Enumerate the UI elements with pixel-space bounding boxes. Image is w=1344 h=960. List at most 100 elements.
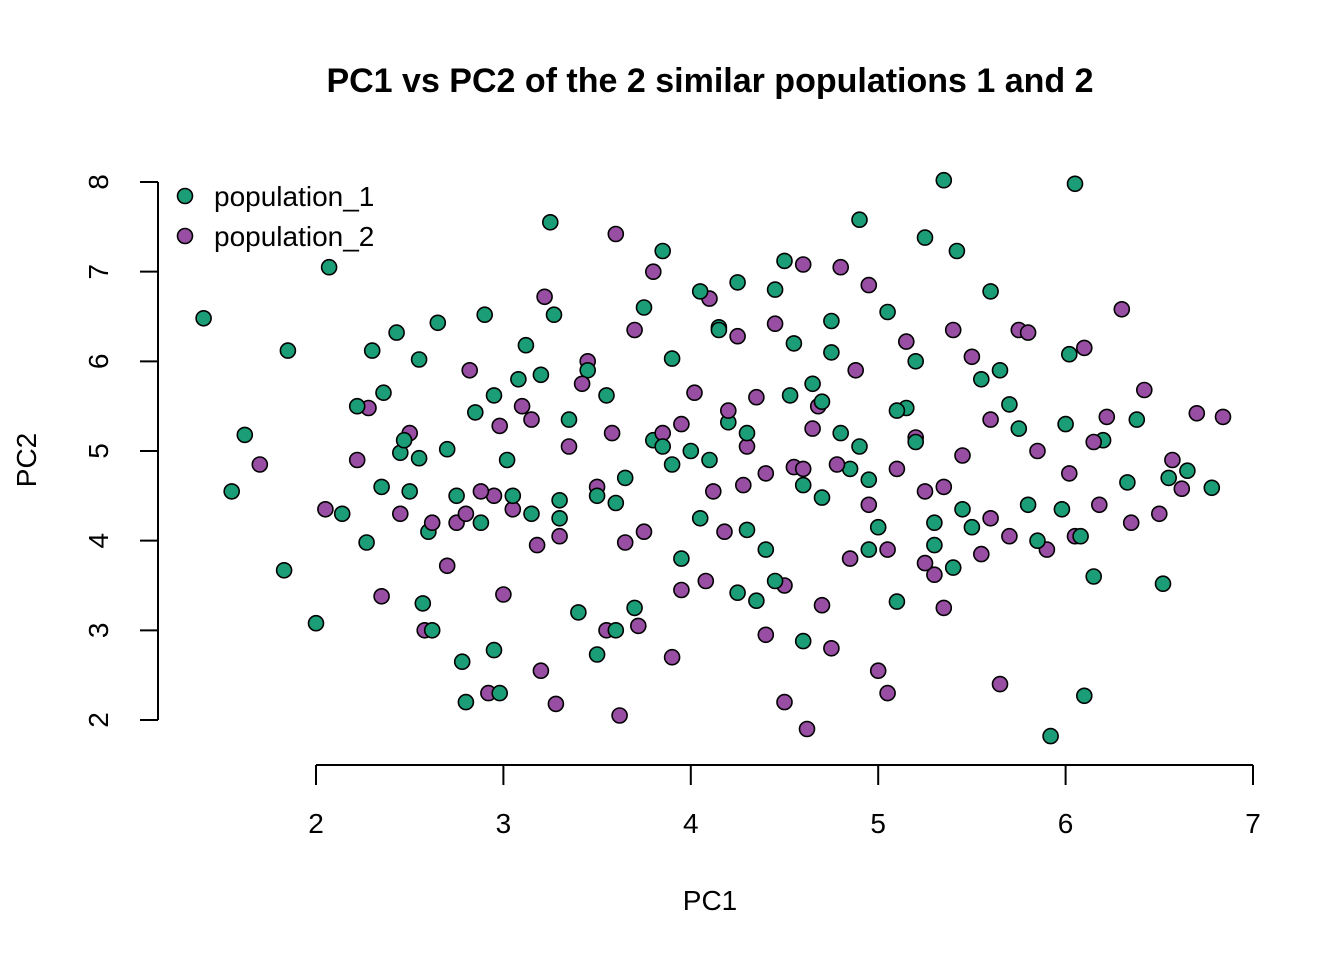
point-population-1 [560,411,578,428]
point-population-1 [607,621,625,639]
point-population-1 [401,483,419,500]
point-population-2 [1113,300,1131,318]
point-population-2 [729,327,746,345]
point-population-2 [1214,408,1232,426]
point-population-1 [926,536,943,554]
point-population-2 [869,662,887,680]
x-tick-label: 7 [1245,808,1261,839]
point-population-2 [1173,480,1191,498]
y-tick-label: 8 [83,174,114,190]
point-population-1 [1042,727,1059,745]
point-population-1 [691,283,709,300]
point-population-2 [532,662,550,680]
point-population-1 [626,599,643,617]
point-population-1 [453,653,471,671]
point-population-1 [654,438,672,455]
point-population-1 [860,541,878,558]
point-population-1 [804,375,821,393]
y-tick-label: 6 [83,354,114,370]
point-population-1 [879,303,896,321]
point-population-2 [879,541,896,558]
point-population-1 [701,451,718,469]
point-population-2 [644,263,662,281]
point-population-2 [1001,527,1018,545]
point-population-2 [560,438,578,455]
point-population-1 [1154,575,1172,593]
point-population-2 [798,720,816,738]
point-population-1 [948,242,966,260]
point-population-2 [251,456,269,473]
point-population-2 [963,348,981,366]
point-population-1 [972,370,990,388]
point-population-1 [375,384,392,402]
point-population-1 [944,559,962,576]
point-population-1 [766,572,784,590]
y-axis: 2 3 4 5 6 7 8 [83,174,159,728]
point-population-1 [236,426,254,444]
point-population-1 [869,518,887,536]
x-tick-label: 4 [683,808,699,839]
x-tick-label: 5 [870,808,886,839]
point-population-2 [897,333,915,350]
point-population-2 [757,626,775,644]
point-population-2 [1076,339,1093,357]
point-population-2 [1029,442,1046,460]
point-population-2 [991,675,1009,693]
point-population-1 [738,521,756,539]
point-population-1 [476,306,494,324]
point-population-1 [358,534,375,551]
point-population-1 [954,500,971,518]
point-population-1 [1001,396,1018,413]
point-population-1 [776,252,793,270]
point-population-1 [710,321,728,339]
point-population-2 [629,617,647,635]
legend-marker-population-2 [176,227,194,245]
point-population-1 [1203,479,1221,497]
point-population-1 [348,397,366,415]
point-population-1 [588,646,606,663]
point-population-1 [1029,532,1046,550]
point-population-1 [785,335,803,352]
point-population-1 [907,433,925,451]
point-population-2 [1061,465,1078,482]
point-population-2 [748,388,765,406]
point-population-1 [570,604,587,621]
point-population-1 [410,351,428,368]
chart-title: PC1 vs PC2 of the 2 similar populations … [326,62,1093,100]
point-population-1 [545,306,563,324]
point-population-1 [485,387,503,404]
point-population-2 [794,256,812,273]
point-population-1 [510,370,527,388]
point-population-1 [448,487,465,505]
point-population-2 [551,527,568,545]
point-population-1 [757,541,775,558]
point-population-2 [1098,408,1116,426]
point-population-1 [926,514,943,532]
point-population-1 [279,342,297,359]
point-population-1 [485,641,503,659]
point-population-1 [663,456,681,473]
point-population-1 [963,518,981,536]
point-population-1 [472,514,490,532]
point-population-1 [551,509,568,527]
point-population-2 [348,451,366,469]
point-population-1 [588,487,606,505]
y-tick-label: 5 [83,443,114,459]
point-population-2 [916,483,934,500]
point-population-1 [373,478,390,496]
point-population-1 [363,342,381,359]
point-population-1 [1085,568,1102,585]
point-population-2 [1091,496,1108,514]
point-population-2 [607,225,625,243]
point-population-2 [513,397,531,415]
point-population-2 [926,566,943,584]
point-population-2 [794,460,812,478]
point-population-2 [944,321,962,339]
y-tick-label: 4 [83,533,114,549]
point-population-1 [275,561,293,579]
x-axis: 2 3 4 5 6 7 [308,764,1261,839]
y-tick-label: 3 [83,623,114,639]
point-population-1 [907,352,925,370]
